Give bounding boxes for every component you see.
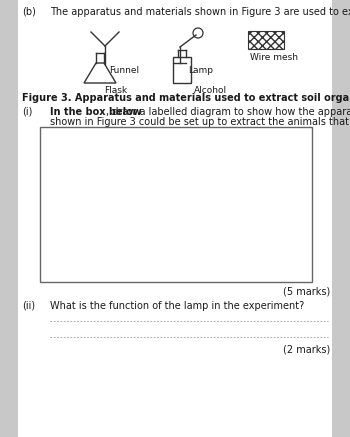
- Bar: [18, 0, 332, 437]
- Text: The apparatus and materials shown in Figure 3 are used to extract organisms from: The apparatus and materials shown in Fig…: [50, 7, 350, 17]
- Text: Figure 3. Apparatus and materials used to extract soil organisms: Figure 3. Apparatus and materials used t…: [22, 93, 350, 103]
- Text: Flask: Flask: [104, 86, 127, 95]
- Text: shown in Figure 3 could be set up to extract the animals that inhabit the soil.: shown in Figure 3 could be set up to ext…: [50, 117, 350, 127]
- Text: (2 marks): (2 marks): [283, 345, 330, 355]
- Text: Funnel: Funnel: [109, 66, 139, 75]
- Text: Lamp: Lamp: [188, 66, 213, 75]
- Bar: [173, 57, 191, 83]
- Text: (i): (i): [22, 107, 32, 117]
- Text: In the box below: In the box below: [50, 107, 142, 117]
- Text: , draw a labelled diagram to show how the apparatus and materials: , draw a labelled diagram to show how th…: [106, 107, 350, 117]
- Text: (5 marks): (5 marks): [283, 287, 330, 297]
- Bar: [40, 127, 312, 282]
- Text: (b): (b): [22, 7, 36, 17]
- Text: What is the function of the lamp in the experiment?: What is the function of the lamp in the …: [50, 301, 304, 311]
- Text: (ii): (ii): [22, 301, 35, 311]
- Text: Wire mesh: Wire mesh: [250, 53, 298, 62]
- Bar: [248, 31, 284, 49]
- Text: Alcohol: Alcohol: [194, 86, 227, 95]
